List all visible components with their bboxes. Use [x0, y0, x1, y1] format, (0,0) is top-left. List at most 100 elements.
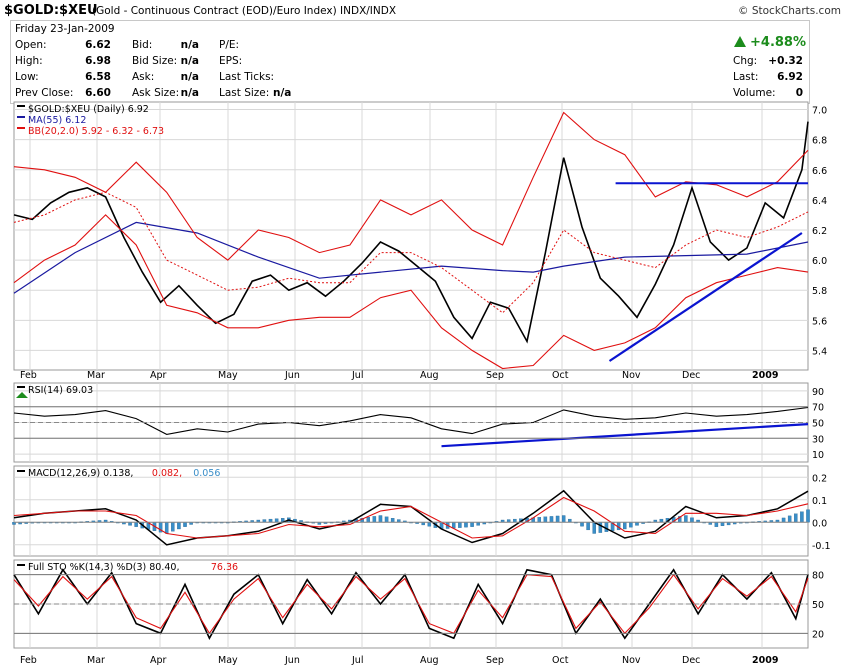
x-tick-label: Aug: [420, 370, 439, 381]
bid-size-label: Bid Size:: [132, 55, 178, 67]
macd-panel: 0.2 0.1 0.0 -0.1 MACD(12,26,9) 0.138, 0.082,…: [12, 465, 831, 557]
rsi-trend-line: [441, 423, 809, 448]
ask-size-value: n/a: [180, 87, 199, 99]
legend-entry: Full STO %K(14,3) %D(3) 80.40,: [28, 562, 179, 573]
x-tick-label: Jul: [351, 655, 363, 666]
histogram-bar: [470, 522, 474, 527]
histogram-bar: [274, 518, 279, 523]
legend-swatch: [17, 105, 25, 107]
x-tick-label: Dec: [682, 655, 700, 666]
histogram-bar: [164, 522, 169, 534]
x-tick-label: Jul: [351, 370, 363, 381]
ask-value: n/a: [180, 71, 199, 83]
histogram-bar: [427, 522, 432, 527]
histogram-bar: [549, 516, 554, 523]
histogram-bar: [183, 522, 187, 527]
bid-size-value: n/a: [180, 55, 199, 67]
y-tick-label: 90: [812, 387, 824, 398]
histogram-bar: [177, 522, 181, 530]
percent-change: +4.88%: [750, 35, 806, 50]
rsi-overbought-icon: [16, 392, 28, 398]
last-ticks-label: Last Ticks:: [219, 71, 275, 83]
y-tick-label: 0.2: [812, 473, 827, 484]
price-line: [13, 121, 809, 344]
stochastic-panel: 80 50 20 Full STO %K(14,3) %D(3) 80.40, 76.…: [13, 559, 824, 666]
x-tick-label: May: [218, 370, 238, 381]
source-credit: © StockCharts.com: [738, 5, 841, 17]
uptrend-line: [608, 232, 803, 362]
y-tick-label: 6.8: [812, 136, 827, 147]
x-tick-label: Oct: [552, 370, 569, 381]
bb-lower-line: [13, 214, 809, 370]
x-tick-label: Mar: [87, 655, 105, 666]
prev-close-label: Prev Close:: [15, 87, 74, 99]
sto-d-line: [13, 573, 809, 635]
pe-label: P/E:: [219, 39, 240, 51]
histogram-bar: [586, 522, 590, 531]
x-tick-label: Sep: [486, 370, 504, 381]
y-tick-label: 70: [812, 403, 824, 414]
last-label: Last:: [733, 71, 759, 83]
prev-close-value: 6.60: [85, 87, 111, 99]
y-tick-label: 10: [812, 450, 824, 461]
legend-entry: MACD(12,26,9) 0.138,: [28, 468, 133, 479]
x-tick-label: Jun: [284, 370, 300, 381]
bid-value: n/a: [180, 39, 199, 51]
y-tick-label: 6.2: [812, 226, 827, 237]
y-tick-label: 50: [812, 419, 824, 430]
histogram-bar: [592, 522, 596, 534]
y-tick-label: 6.4: [812, 196, 827, 207]
y-tick-label: 5.4: [812, 346, 827, 357]
symbol-description: (Gold - Continuous Contract (EOD)/Euro I…: [92, 5, 397, 17]
y-tick-label: 0.0: [812, 518, 827, 529]
histogram-bar: [684, 515, 688, 523]
high-value: 6.98: [85, 55, 111, 67]
y-tick-label: 5.6: [812, 316, 827, 327]
ma55-line: [13, 221, 809, 294]
price-panel: 7.0 6.8 6.6 6.4 6.2 6.0 5.8 5.6 5.4 $GOLD:$XEU (D…: [13, 101, 827, 381]
histogram-bar: [378, 515, 383, 523]
legend-swatch: [17, 386, 25, 388]
rsi-line: [13, 406, 809, 435]
y-tick-label: 6.6: [812, 166, 827, 177]
histogram-bar: [543, 516, 548, 523]
low-label: Low:: [15, 71, 39, 83]
histogram-bar: [604, 522, 609, 532]
eps-label: EPS:: [219, 55, 243, 67]
y-tick-label: 50: [812, 600, 824, 611]
x-tick-label: May: [218, 655, 238, 666]
last-size-value: n/a: [273, 87, 292, 99]
x-tick-label: 2009: [752, 370, 778, 381]
legend-entry: BB(20,2.0) 5.92 - 6.32 - 6.73: [28, 126, 164, 137]
volume-label: Volume:: [733, 87, 776, 99]
histogram-bar: [452, 522, 456, 529]
histogram-bar: [794, 513, 798, 523]
x-tick-label: Oct: [552, 655, 569, 666]
low-value: 6.58: [85, 71, 111, 83]
x-tick-label: Sep: [486, 655, 504, 666]
histogram-bar: [623, 522, 627, 530]
legend-entry: MA(55) 6.12: [28, 115, 86, 126]
chg-value: +0.32: [768, 55, 803, 67]
volume-value: 0: [795, 87, 803, 99]
y-tick-label: 5.8: [812, 286, 827, 297]
last-size-label: Last Size:: [219, 87, 270, 99]
y-tick-label: 6.0: [812, 256, 827, 267]
histogram-bar: [458, 522, 462, 528]
y-tick-label: 30: [812, 434, 824, 445]
x-tick-label: Apr: [150, 655, 167, 666]
x-tick-label: 2009: [752, 655, 778, 666]
x-tick-label: Mar: [87, 370, 105, 381]
quote-box: Friday 23-Jan-2009 Open: 6.62 High: 6.98…: [10, 20, 810, 104]
high-label: High:: [15, 55, 43, 67]
histogram-bar: [464, 522, 468, 528]
open-label: Open:: [15, 39, 47, 51]
rsi-panel: 90 70 50 30 10 RSI(14) 69.03: [13, 382, 824, 463]
histogram-bar: [384, 516, 389, 523]
open-value: 6.62: [85, 39, 111, 51]
histogram-bar: [580, 522, 584, 527]
histogram-bar: [787, 515, 792, 523]
histogram-bar: [781, 517, 786, 523]
legend-swatch: [17, 470, 25, 472]
y-tick-label: 80: [812, 571, 824, 582]
